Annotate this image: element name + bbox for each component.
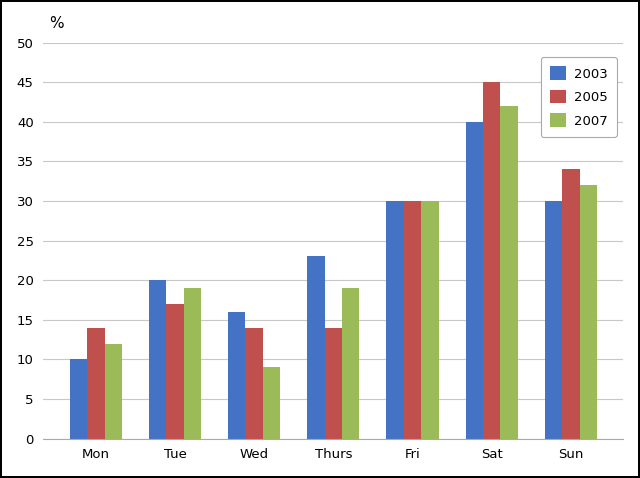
Bar bbox=[387, 201, 404, 439]
Bar bbox=[70, 359, 87, 439]
Bar bbox=[246, 328, 263, 439]
Bar bbox=[184, 288, 201, 439]
Bar bbox=[500, 106, 518, 439]
Bar bbox=[421, 201, 438, 439]
Bar bbox=[483, 82, 500, 439]
Bar bbox=[166, 304, 184, 439]
Text: %: % bbox=[49, 16, 63, 31]
Bar bbox=[149, 280, 166, 439]
Legend: 2003, 2005, 2007: 2003, 2005, 2007 bbox=[541, 57, 617, 137]
Bar bbox=[324, 328, 342, 439]
Bar bbox=[104, 344, 122, 439]
Bar bbox=[545, 201, 562, 439]
Bar bbox=[263, 368, 280, 439]
Bar bbox=[465, 122, 483, 439]
Bar bbox=[307, 257, 324, 439]
Bar bbox=[580, 185, 597, 439]
Bar bbox=[404, 201, 421, 439]
Bar bbox=[562, 169, 580, 439]
Bar bbox=[228, 312, 246, 439]
Bar bbox=[87, 328, 104, 439]
Bar bbox=[342, 288, 360, 439]
